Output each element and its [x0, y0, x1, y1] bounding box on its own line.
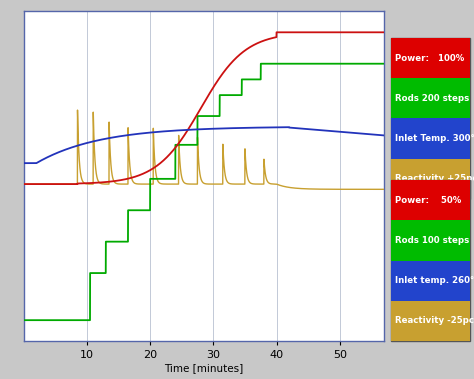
- FancyBboxPatch shape: [391, 38, 470, 199]
- FancyBboxPatch shape: [391, 180, 470, 220]
- Text: Power:    50%: Power: 50%: [395, 196, 462, 205]
- Text: Inlet temp. 260°C: Inlet temp. 260°C: [395, 276, 474, 285]
- Text: Reactivity -25pcm: Reactivity -25pcm: [395, 316, 474, 326]
- X-axis label: Time [minutes]: Time [minutes]: [164, 363, 244, 373]
- FancyBboxPatch shape: [391, 159, 470, 199]
- Text: Power:   100%: Power: 100%: [395, 53, 465, 63]
- FancyBboxPatch shape: [391, 78, 470, 118]
- Text: Reactivity +25pcm: Reactivity +25pcm: [395, 174, 474, 183]
- Text: Inlet Temp. 300°C: Inlet Temp. 300°C: [395, 134, 474, 143]
- FancyBboxPatch shape: [391, 220, 470, 261]
- Text: Rods 200 steps: Rods 200 steps: [395, 94, 470, 103]
- FancyBboxPatch shape: [391, 261, 470, 301]
- Text: Rods 100 steps: Rods 100 steps: [395, 236, 470, 245]
- FancyBboxPatch shape: [391, 118, 470, 159]
- FancyBboxPatch shape: [391, 38, 470, 78]
- FancyBboxPatch shape: [391, 180, 470, 341]
- FancyBboxPatch shape: [391, 301, 470, 341]
